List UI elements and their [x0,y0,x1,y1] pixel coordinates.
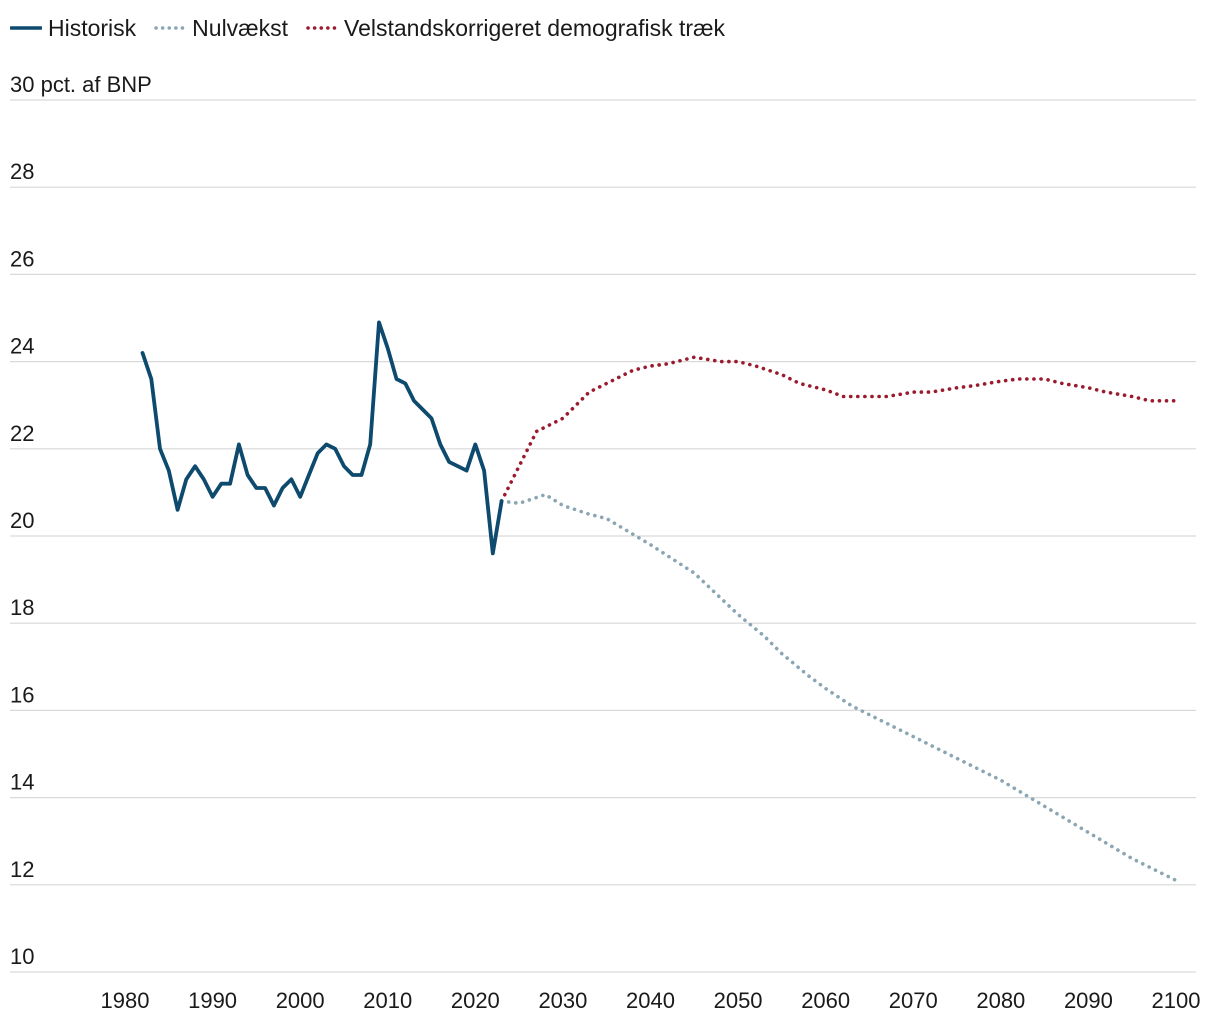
x-tick-label: 1980 [101,988,150,1013]
y-tick-label: 18 [10,595,34,620]
x-tick-label: 2000 [276,988,325,1013]
dotted-line-icon [306,26,338,30]
dotted-line-icon [154,26,186,30]
series-line-velstandskorrigeret-demografisk-træk[interactable] [499,355,1178,503]
gridlines [10,99,1196,973]
y-tick-label: 30 pct. af BNP [10,72,152,97]
y-tick-label: 16 [10,682,34,707]
x-tick-label: 2010 [363,988,412,1013]
x-tick-label: 2050 [714,988,763,1013]
y-tick-label: 22 [10,421,34,446]
y-axis-labels: 10 12 14 16 18 20 22 24 26 28 30 pct. af BNP [10,72,152,969]
x-tick-label: 2100 [1152,988,1201,1013]
x-tick-label: 2070 [889,988,938,1013]
legend-item-historisk[interactable]: Historisk [10,15,136,42]
x-axis-labels: 1980 1990 2000 2010 2020 2030 2040 2050 2060 2070… [101,988,1201,1013]
series-layer [140,320,1178,883]
y-tick-label: 12 [10,857,34,882]
legend: Historisk Nulvækst Velstandskorrigeret d… [10,12,743,44]
x-tick-label: 2080 [976,988,1025,1013]
x-tick-label: 2030 [538,988,587,1013]
y-tick-label: 24 [10,334,34,359]
series-line-nulvækst[interactable] [499,492,1178,883]
y-tick-label: 26 [10,246,34,271]
legend-label-historisk: Historisk [48,14,137,41]
x-tick-label: 2090 [1064,988,1113,1013]
y-tick-label: 28 [10,159,34,184]
x-tick-label: 1990 [188,988,237,1013]
legend-label-nulvaekst: Nulvækst [192,14,289,41]
y-tick-label: 10 [10,944,34,969]
legend-item-nulvaekst[interactable]: Nulvækst [154,15,288,42]
series-line-historisk[interactable] [140,320,504,556]
y-tick-label: 20 [10,508,34,533]
legend-item-velstandskorrigeret[interactable]: Velstandskorrigeret demografisk træk [306,15,725,42]
x-tick-label: 2060 [801,988,850,1013]
x-tick-label: 2040 [626,988,675,1013]
legend-label-velstandskorrigeret: Velstandskorrigeret demografisk træk [344,14,725,41]
solid-line-icon [10,26,42,30]
x-tick-label: 2020 [451,988,500,1013]
y-tick-label: 14 [10,770,34,795]
